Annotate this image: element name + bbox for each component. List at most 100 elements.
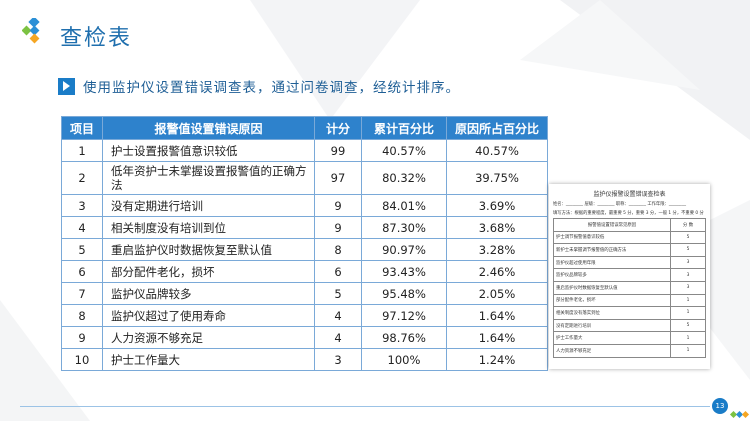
form-score: 5 <box>670 243 706 257</box>
cell: 2.05% <box>446 282 548 305</box>
form-table: 报警值设置错误常见原因分 数 护士调节报警值意识较低 5 新护士未掌握调节报警值的… <box>553 218 706 358</box>
form-score: 1 <box>670 343 706 358</box>
cell: 4 <box>314 326 362 349</box>
table-row: 2 低年资护士未掌握设置报警值的正确方法 97 80.32% 39.75% <box>61 161 548 195</box>
subtitle-text: 使用监护仪设置错误调查表，通过问卷调查，经统计排序。 <box>83 80 460 96</box>
table-row: 9 人力资源不够充足 4 98.76% 1.64% <box>61 326 548 349</box>
survey-form-image: 监护仪报警设置错误查检表 姓名：________ 层级：________ 职称：… <box>549 184 710 369</box>
cell: 9 <box>314 194 362 217</box>
cell: 监护仪品牌较多 <box>102 282 315 305</box>
cell: 90.97% <box>361 238 447 261</box>
table-header-row: 项目 报警值设置错误原因 计分 累计百分比 原因所占百分比 <box>61 116 548 140</box>
cell: 护士设置报警值意识较低 <box>102 139 315 162</box>
table-row: 3 没有定期进行培训 9 84.01% 3.69% <box>61 194 548 217</box>
cell: 80.32% <box>361 161 447 195</box>
col-header: 计分 <box>314 116 362 140</box>
cell: 97.12% <box>361 304 447 327</box>
cell: 监护仪超过了使用寿命 <box>102 304 315 327</box>
table-row: 10 护士工作量大 3 100% 1.24% <box>61 348 548 371</box>
cell: 护士工作量大 <box>102 348 315 371</box>
cell: 1.64% <box>446 326 548 349</box>
cell: 9 <box>61 326 103 349</box>
footer-divider <box>20 406 710 407</box>
form-score: 1 <box>670 331 706 345</box>
form-row: 相关制度没有落实到位 <box>553 306 671 320</box>
cell: 人力资源不够充足 <box>102 326 315 349</box>
cell: 8 <box>314 238 362 261</box>
table-row: 7 监护仪品牌较多 5 95.48% 2.05% <box>61 282 548 305</box>
cell: 6 <box>61 260 103 283</box>
cell: 部分配件老化，损坏 <box>102 260 315 283</box>
cell: 1 <box>61 139 103 162</box>
cell: 5 <box>314 282 362 305</box>
cell: 93.43% <box>361 260 447 283</box>
form-score: 3 <box>670 280 706 295</box>
form-row: 重启监护仪时数据恢复至默认值 <box>553 280 671 295</box>
form-row: 护士工作量大 <box>553 331 671 345</box>
cell: 6 <box>314 260 362 283</box>
page-title: 查检表 <box>60 26 133 51</box>
cell: 3.68% <box>446 216 548 239</box>
cell: 2.46% <box>446 260 548 283</box>
form-score: 3 <box>670 255 706 270</box>
form-instructions: 填写方法：根据的重要程度，最重要 5 分，重要 3 分，一般 1 分，不重要 0… <box>553 211 704 216</box>
form-score: 5 <box>670 230 706 245</box>
col-header: 原因所占百分比 <box>446 116 548 140</box>
form-row: 没有定期进行培训 <box>553 318 671 333</box>
form-score: 3 <box>670 268 706 282</box>
cell: 40.57% <box>446 139 548 162</box>
cell: 7 <box>61 282 103 305</box>
table-row: 8 监护仪超过了使用寿命 4 97.12% 1.64% <box>61 304 548 327</box>
cell: 1.24% <box>446 348 548 371</box>
col-header: 报警值设置错误原因 <box>102 116 315 140</box>
cell: 84.01% <box>361 194 447 217</box>
reason-table: 项目 报警值设置错误原因 计分 累计百分比 原因所占百分比 1 护士设置报警值意识… <box>61 116 548 371</box>
cell: 87.30% <box>361 216 447 239</box>
cell: 95.48% <box>361 282 447 305</box>
cell: 3 <box>61 194 103 217</box>
form-score: 1 <box>670 293 706 308</box>
form-title: 监护仪报警设置错误查检表 <box>593 191 666 198</box>
cell: 2 <box>61 161 103 195</box>
cell: 9 <box>314 216 362 239</box>
cell: 97 <box>314 161 362 195</box>
form-row: 新护士未掌握调节报警值的正确方法 <box>553 243 671 257</box>
form-head: 分 数 <box>670 218 706 232</box>
form-row: 监护仪超过使用年限 <box>553 255 671 270</box>
subtitle: 使用监护仪设置错误调查表，通过问卷调查，经统计排序。 <box>58 76 460 96</box>
page-number: 13 <box>712 398 728 414</box>
table-row: 6 部分配件老化，损坏 6 93.43% 2.46% <box>61 260 548 283</box>
form-head: 报警值设置错误常见原因 <box>553 218 671 232</box>
cell: 4 <box>314 304 362 327</box>
cell: 8 <box>61 304 103 327</box>
form-info: 姓名：________ 层级：________ 职称：________ 工作年限… <box>553 202 687 207</box>
cell: 重启监护仪时数据恢复至默认值 <box>102 238 315 261</box>
cell: 98.76% <box>361 326 447 349</box>
form-row: 护士调节报警值意识较低 <box>553 230 671 245</box>
cell: 3 <box>314 348 362 371</box>
play-arrow-icon <box>58 77 75 95</box>
form-score: 5 <box>670 318 706 333</box>
cell: 4 <box>61 216 103 239</box>
cell: 1.64% <box>446 304 548 327</box>
cell: 没有定期进行培训 <box>102 194 315 217</box>
diamond-logo-icon <box>22 18 40 44</box>
cell: 40.57% <box>361 139 447 162</box>
cell: 低年资护士未掌握设置报警值的正确方法 <box>102 161 315 195</box>
cell: 3.69% <box>446 194 548 217</box>
cell: 相关制度没有培训到位 <box>102 216 315 239</box>
form-row: 部分配件老化，损坏 <box>553 293 671 308</box>
cell: 99 <box>314 139 362 162</box>
col-header: 项目 <box>61 116 103 140</box>
cell: 100% <box>361 348 447 371</box>
cell: 5 <box>61 238 103 261</box>
col-header: 累计百分比 <box>361 116 447 140</box>
table-row: 1 护士设置报警值意识较低 99 40.57% 40.57% <box>61 139 548 162</box>
footer-dots-icon <box>729 402 750 421</box>
form-row: 监护仪品牌较多 <box>553 268 671 282</box>
form-row: 人力资源不够充足 <box>553 343 671 358</box>
cell: 3.28% <box>446 238 548 261</box>
cell: 39.75% <box>446 161 548 195</box>
table-row: 5 重启监护仪时数据恢复至默认值 8 90.97% 3.28% <box>61 238 548 261</box>
table-row: 4 相关制度没有培训到位 9 87.30% 3.68% <box>61 216 548 239</box>
